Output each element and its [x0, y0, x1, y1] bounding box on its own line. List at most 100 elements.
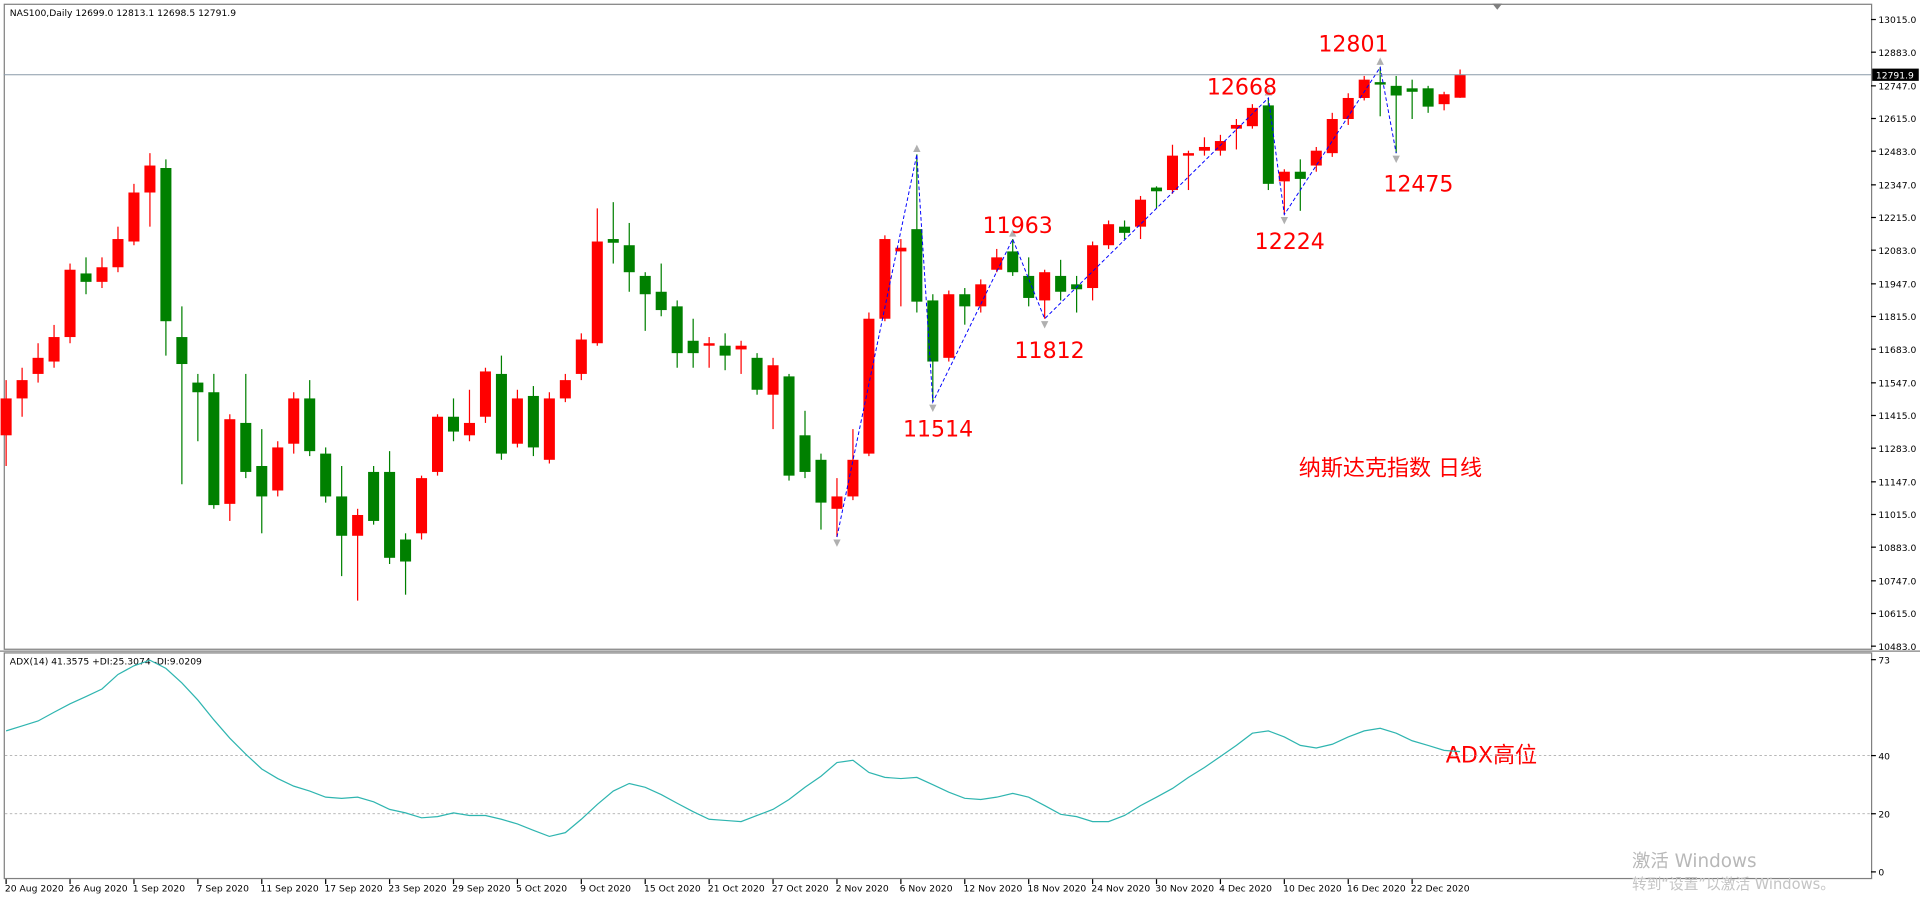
x-tick-label: 9 Oct 2020 — [580, 883, 631, 894]
candle-body — [1182, 153, 1194, 156]
x-tick-label: 10 Dec 2020 — [1283, 883, 1342, 894]
y-tick-label: 11947.0 — [1878, 280, 1916, 291]
shift-marker — [1492, 3, 1503, 10]
main-panel-border — [3, 3, 1873, 650]
y-tick-label: 11283.0 — [1878, 444, 1916, 455]
main-header: NAS100,Daily 12699.0 12813.1 12698.5 127… — [10, 8, 236, 19]
watermark-hint: 转到“设置”以激活 Windows。 — [1632, 876, 1835, 893]
y-tick-label: 12883.0 — [1878, 48, 1916, 59]
candle-body — [160, 168, 172, 322]
y-tick-label: 10483.0 — [1878, 642, 1916, 653]
candle-body — [384, 471, 396, 558]
candle-body — [48, 337, 60, 362]
candle-body — [1166, 155, 1179, 191]
candle-body — [0, 398, 12, 436]
annotation: 12801 — [1318, 32, 1388, 57]
candle-body — [831, 496, 843, 509]
watermark-title: 激活 Windows — [1632, 851, 1757, 872]
candle-body — [128, 192, 140, 242]
candle-body — [176, 337, 188, 365]
y-tick-label: 12747.0 — [1878, 82, 1916, 93]
candle-body — [463, 422, 475, 436]
adx-line — [5, 659, 1461, 838]
candle-body — [975, 284, 987, 307]
candle-body — [1390, 85, 1402, 96]
candle-body — [911, 229, 923, 302]
annotation: ADX高位 — [1446, 744, 1537, 769]
candle-body — [352, 514, 364, 536]
candle-body — [767, 365, 779, 395]
x-tick-label: 1 Sep 2020 — [133, 883, 186, 894]
fractal-arrow — [1040, 321, 1049, 329]
candle-body — [1119, 226, 1131, 233]
candle-body — [607, 239, 619, 243]
candle-body — [479, 371, 491, 417]
candle-body — [320, 453, 332, 497]
fractal-arrow — [929, 404, 937, 412]
candle-body — [1135, 199, 1147, 227]
y-tick-label: 11015.0 — [1878, 510, 1916, 521]
candle-body — [591, 241, 603, 344]
candle-body — [32, 357, 44, 374]
candle-body — [1406, 88, 1418, 92]
fractal-arrow — [1264, 88, 1273, 96]
annotation: 12475 — [1383, 172, 1453, 197]
candle-body — [416, 478, 428, 534]
adx-panel-border — [3, 652, 1873, 880]
x-tick-label: 6 Nov 2020 — [900, 883, 953, 894]
candle-body — [1438, 94, 1450, 105]
fractal-arrow — [833, 539, 841, 547]
candle-body — [208, 392, 220, 506]
annotation: 11514 — [903, 418, 973, 443]
candle-body — [639, 275, 651, 295]
candle-body — [1150, 187, 1163, 192]
candle-body — [735, 345, 747, 350]
y-tick-label: 10615.0 — [1878, 609, 1916, 620]
y-tick-label: 12215.0 — [1878, 213, 1916, 224]
x-tick-label: 27 Oct 2020 — [772, 883, 829, 894]
y-tick-label: 12483.0 — [1878, 147, 1916, 158]
candle-body — [1422, 88, 1434, 107]
candle-body — [400, 539, 412, 562]
x-tick-label: 22 Dec 2020 — [1411, 883, 1470, 894]
candle-body — [112, 239, 124, 268]
candle-body — [671, 306, 683, 354]
candle-body — [1374, 82, 1386, 85]
annotation: 12668 — [1207, 75, 1277, 100]
y-tick-label: 73 — [1878, 655, 1890, 666]
fractal-arrow — [1392, 155, 1400, 163]
candle-body — [927, 300, 939, 362]
candle-body — [240, 422, 252, 472]
candle-body — [368, 471, 380, 521]
y-tick-label: 11547.0 — [1878, 379, 1916, 390]
candle-body — [799, 435, 811, 472]
candle-body — [1055, 275, 1067, 292]
price-label-box — [1872, 68, 1919, 81]
fractal-arrow — [1009, 229, 1017, 237]
x-tick-label: 16 Dec 2020 — [1347, 883, 1406, 894]
y-tick-label: 10747.0 — [1878, 577, 1916, 588]
y-tick-label: 11683.0 — [1878, 345, 1916, 356]
candle-body — [511, 398, 523, 444]
candle-body — [847, 459, 859, 497]
annotation: 12224 — [1255, 230, 1325, 255]
candle-body — [1326, 119, 1338, 154]
x-tick-label: 2 Nov 2020 — [836, 883, 889, 894]
candle-body — [80, 273, 92, 282]
y-tick-label: 11415.0 — [1878, 411, 1916, 422]
candle-body — [879, 239, 891, 319]
y-tick-label: 11147.0 — [1878, 478, 1916, 489]
candle-body — [991, 257, 1003, 270]
candle-body — [447, 416, 460, 432]
fractal-arrow — [913, 144, 921, 152]
candle-body — [336, 496, 348, 536]
y-tick-label: 0 — [1878, 868, 1884, 879]
candle-body — [1310, 150, 1322, 166]
candle-body — [288, 398, 300, 444]
candle-body — [304, 398, 316, 452]
x-tick-label: 5 Oct 2020 — [516, 883, 567, 894]
candle-body — [559, 380, 571, 399]
candle-body — [192, 382, 204, 393]
candle-body — [1230, 124, 1242, 129]
